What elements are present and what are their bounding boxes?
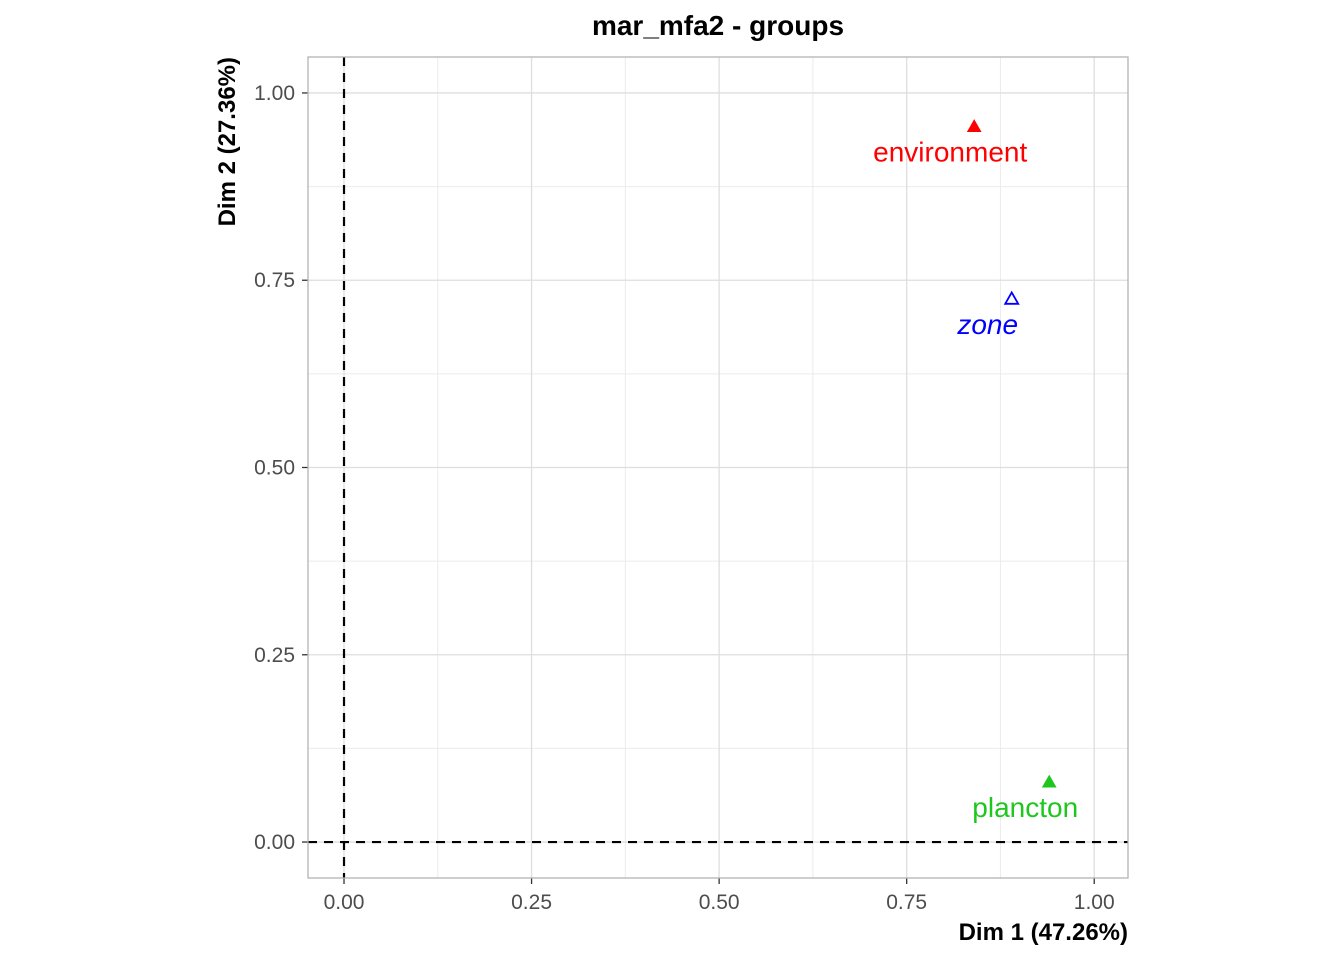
x-tick-label: 0.50 bbox=[699, 891, 740, 914]
grid-lines bbox=[308, 57, 1128, 878]
data-points: environment zone plancton bbox=[873, 119, 1078, 823]
point-label-environment: environment bbox=[873, 137, 1027, 168]
y-tick-label: 0.50 bbox=[254, 457, 295, 480]
y-axis-title: Dim 2 (27.36%) bbox=[214, 57, 241, 226]
x-tick-label: 0.75 bbox=[886, 891, 927, 914]
plot-panel-border bbox=[307, 56, 1129, 879]
x-axis-title: Dim 1 (47.26%) bbox=[959, 919, 1128, 946]
x-tick-label: 1.00 bbox=[1074, 891, 1115, 914]
reference-lines bbox=[308, 57, 1128, 878]
x-tick-label: 0.25 bbox=[511, 891, 552, 914]
chart-title: mar_mfa2 - groups bbox=[592, 10, 844, 41]
axis-ticks: 0.00 0.25 0.50 0.75 1.00 0.00 0.25 0.50 0.75 1.00 bbox=[254, 82, 1115, 914]
y-tick-label: 0.00 bbox=[254, 831, 295, 854]
point-marker-zone bbox=[1003, 290, 1020, 305]
y-tick-label: 0.25 bbox=[254, 644, 295, 667]
x-tick-label: 0.00 bbox=[324, 891, 365, 914]
point-marker-plancton bbox=[1041, 774, 1057, 788]
point-label-zone: zone bbox=[956, 309, 1018, 340]
point-marker-environment bbox=[966, 119, 982, 133]
point-label-plancton: plancton bbox=[972, 792, 1078, 823]
y-tick-label: 0.75 bbox=[254, 269, 295, 292]
y-tick-label: 1.00 bbox=[254, 82, 295, 105]
